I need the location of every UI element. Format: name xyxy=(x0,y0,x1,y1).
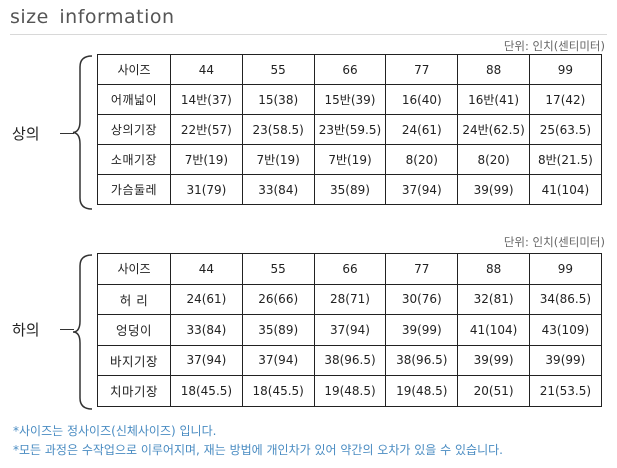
measurement-cell: 22반(57) xyxy=(170,114,243,145)
unit-label-top: 단위: 인치(센티미터) xyxy=(503,39,605,53)
header-size-55: 55 xyxy=(241,54,315,85)
measurement-cell: 28(71) xyxy=(313,283,387,315)
table-row: 어깨넓이 14반(37) 15(38) 15반(39) 16(40) 16반(41) 17(… xyxy=(97,84,602,115)
measurement-cell: 18(45.5) xyxy=(170,375,243,407)
measurement-cell: 15(38) xyxy=(241,84,315,115)
header-size-44: 44 xyxy=(170,253,243,285)
measurement-cell: 7반(19) xyxy=(241,144,315,175)
measurement-cell: 41(104) xyxy=(528,174,602,205)
measurement-cell: 8(20) xyxy=(385,144,459,175)
top-size-table: 사이즈 44 55 66 77 88 99 어깨넓이 14반(37) 15(38) 15반(39) 1… xyxy=(97,54,602,205)
measurement-cell: 7반(19) xyxy=(313,144,387,175)
measurement-cell: 16반(41) xyxy=(457,84,530,115)
row-label: 어깨넓이 xyxy=(97,84,171,115)
header-size-label: 사이즈 xyxy=(97,253,171,285)
measurement-cell: 43(109) xyxy=(528,314,602,346)
header-size-77: 77 xyxy=(385,253,459,285)
measurement-cell: 33(84) xyxy=(241,174,315,205)
measurement-cell: 37(94) xyxy=(385,174,459,205)
header-size-77: 77 xyxy=(385,54,459,85)
table-row: 소매기장 7반(19) 7반(19) 7반(19) 8(20) 8(20) 8반(21.5) xyxy=(97,144,602,175)
measurement-cell: 37(94) xyxy=(170,344,243,376)
bottom-header-row: 사이즈 44 55 66 77 88 99 xyxy=(97,253,602,285)
measurement-cell: 19(48.5) xyxy=(313,375,387,407)
measurement-cell: 37(94) xyxy=(313,314,387,346)
row-label: 엉덩이 xyxy=(97,314,171,346)
measurement-cell: 18(45.5) xyxy=(241,375,315,407)
header-size-99: 99 xyxy=(528,54,602,85)
header-size-55: 55 xyxy=(241,253,315,285)
title-divider xyxy=(10,34,607,35)
measurement-cell: 41(104) xyxy=(457,314,530,346)
measurement-cell: 17(42) xyxy=(528,84,602,115)
measurement-cell: 8반(21.5) xyxy=(528,144,602,175)
top-header-row: 사이즈 44 55 66 77 88 99 xyxy=(97,54,602,85)
table-row: 상의기장 22반(57) 23(58.5) 23반(59.5) 24(61) 24반(62… xyxy=(97,114,602,145)
top-size-table-body: 사이즈 44 55 66 77 88 99 어깨넓이 14반(37) 15(38) 15반(39) 1… xyxy=(97,54,602,205)
measurement-cell: 34(86.5) xyxy=(528,283,602,315)
measurement-cell: 39(99) xyxy=(528,344,602,376)
measurement-cell: 23반(59.5) xyxy=(313,114,387,145)
table-row: 치마기장 18(45.5) 18(45.5) 19(48.5) 19(48.5) 20(5… xyxy=(97,375,602,407)
section-label-top: 상의 xyxy=(12,125,40,143)
unit-label-bottom: 단위: 인치(센티미터) xyxy=(503,235,605,249)
section-label-bottom: 하의 xyxy=(12,321,40,339)
table-row: 허 리 24(61) 26(66) 28(71) 30(76) 32(81) 34(86.5… xyxy=(97,283,602,315)
header-size-88: 88 xyxy=(457,54,530,85)
table-row: 바지기장 37(94) 37(94) 38(96.5) 38(96.5) 39(99) 39… xyxy=(97,344,602,376)
measurement-cell: 37(94) xyxy=(241,344,315,376)
row-label: 소매기장 xyxy=(97,144,171,175)
page-title: size information xyxy=(10,6,175,28)
brace-top-icon xyxy=(72,55,93,210)
measurement-cell: 38(96.5) xyxy=(385,344,459,376)
measurement-cell: 20(51) xyxy=(457,375,530,407)
measurement-cell: 19(48.5) xyxy=(385,375,459,407)
measurement-cell: 39(99) xyxy=(457,344,530,376)
row-label: 허 리 xyxy=(97,283,171,315)
measurement-cell: 21(53.5) xyxy=(528,375,602,407)
table-row: 가슴둘레 31(79) 33(84) 35(89) 37(94) 39(99) 41(104… xyxy=(97,174,602,205)
row-label: 상의기장 xyxy=(97,114,171,145)
section-dash-bottom xyxy=(60,329,74,330)
measurement-cell: 39(99) xyxy=(457,174,530,205)
header-size-99: 99 xyxy=(528,253,602,285)
bottom-size-table-body: 사이즈 44 55 66 77 88 99 허 리 24(61) 26(66) 28(71) 30(7… xyxy=(97,253,602,407)
measurement-cell: 38(96.5) xyxy=(313,344,387,376)
measurement-cell: 39(99) xyxy=(385,314,459,346)
header-size-label: 사이즈 xyxy=(97,54,171,85)
measurement-cell: 14반(37) xyxy=(170,84,243,115)
table-row: 엉덩이 33(84) 35(89) 37(94) 39(99) 41(104) 43(109… xyxy=(97,314,602,346)
brace-bottom-icon xyxy=(72,254,93,410)
measurement-cell: 15반(39) xyxy=(313,84,387,115)
measurement-cell: 35(89) xyxy=(241,314,315,346)
measurement-cell: 35(89) xyxy=(313,174,387,205)
measurement-cell: 24반(62.5) xyxy=(457,114,530,145)
row-label: 바지기장 xyxy=(97,344,171,376)
bottom-size-table: 사이즈 44 55 66 77 88 99 허 리 24(61) 26(66) 28(71) 30(7… xyxy=(97,253,602,407)
measurement-cell: 16(40) xyxy=(385,84,459,115)
measurement-cell: 23(58.5) xyxy=(241,114,315,145)
header-size-44: 44 xyxy=(170,54,243,85)
section-dash-top xyxy=(60,133,74,134)
header-size-66: 66 xyxy=(313,54,387,85)
measurement-cell: 7반(19) xyxy=(170,144,243,175)
measurement-cell: 31(79) xyxy=(170,174,243,205)
measurement-cell: 33(84) xyxy=(170,314,243,346)
measurement-cell: 32(81) xyxy=(457,283,530,315)
row-label: 가슴둘레 xyxy=(97,174,171,205)
note-size-standard: *사이즈는 정사이즈(신체사이즈) 입니다. xyxy=(13,424,217,438)
measurement-cell: 8(20) xyxy=(457,144,530,175)
measurement-cell: 24(61) xyxy=(385,114,459,145)
measurement-cell: 25(63.5) xyxy=(528,114,602,145)
note-handmade: *모든 과정은 수작업으로 이루어지며, 재는 방법에 개인차가 있어 약간의 … xyxy=(13,443,503,457)
measurement-cell: 26(66) xyxy=(241,283,315,315)
row-label: 치마기장 xyxy=(97,375,171,407)
header-size-66: 66 xyxy=(313,253,387,285)
header-size-88: 88 xyxy=(457,253,530,285)
measurement-cell: 30(76) xyxy=(385,283,459,315)
measurement-cell: 24(61) xyxy=(170,283,243,315)
